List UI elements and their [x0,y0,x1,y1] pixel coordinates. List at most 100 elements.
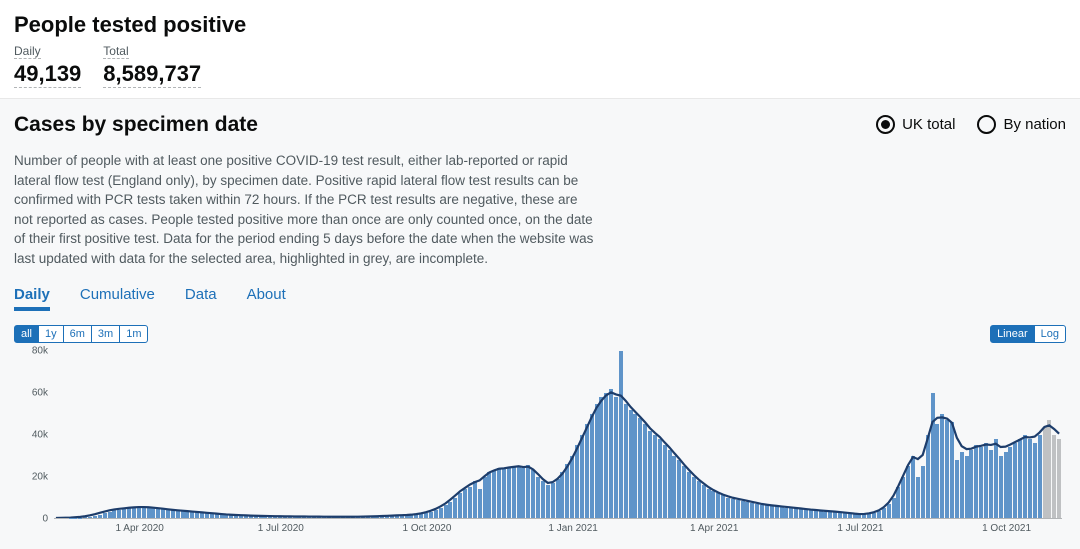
bar [614,397,618,518]
bar [483,477,487,519]
bar [590,414,594,518]
bar [492,470,496,518]
y-axis: 020k40k60k80k [14,351,52,519]
bar [205,513,209,518]
x-tick-label: 1 Jul 2021 [837,523,883,534]
bar [804,510,808,519]
chart-area[interactable]: 020k40k60k80k 1 Apr 20201 Jul 20201 Oct … [14,351,1066,541]
scale-pill-log[interactable]: Log [1034,325,1066,343]
bar [629,410,633,519]
bar [512,467,516,518]
radio-label: UK total [902,116,955,133]
bar [1057,439,1061,518]
tab-data[interactable]: Data [185,286,217,311]
bar [78,518,82,519]
bar [122,509,126,518]
chart-header: Cases by specimen date UK totalBy nation [14,113,1066,147]
radio-by-nation[interactable]: By nation [977,115,1066,134]
bar [259,516,263,518]
bar [234,515,238,518]
bar [624,404,628,519]
bar [156,508,160,518]
bar [570,456,574,519]
bar [521,468,525,518]
bar [814,510,818,518]
bar [497,468,501,518]
bar [463,489,467,518]
bar [151,508,155,518]
bar [268,516,272,518]
bar [663,445,667,518]
bar [424,513,428,518]
bar [439,508,443,518]
bar [643,424,647,518]
bar [784,508,788,519]
bar [288,517,292,519]
bar [901,477,905,519]
bar [599,397,603,518]
bar [312,517,316,518]
bar [853,514,857,518]
bar [692,477,696,519]
range-pill-1m[interactable]: 1m [119,325,148,343]
bar [473,481,477,519]
bar [789,508,793,518]
y-tick-label: 40k [32,430,48,441]
bar [575,445,579,518]
bar [931,393,935,518]
bar [604,393,608,518]
bar [760,505,764,519]
bar [429,512,433,519]
scale-pill-linear[interactable]: Linear [990,325,1035,343]
bar [487,472,491,518]
bar [565,464,569,518]
bar [117,510,121,519]
bar [711,491,715,518]
bar [161,509,165,518]
bar [361,517,365,518]
bar [332,517,336,518]
range-pill-3m[interactable]: 3m [91,325,120,343]
tab-cumulative[interactable]: Cumulative [80,286,155,311]
bar [979,447,983,518]
bar [633,414,637,518]
bar [517,466,521,518]
bar [823,512,827,519]
bar [609,389,613,518]
bar [877,511,881,518]
chart-description: Number of people with at least one posit… [14,151,594,268]
bar [132,508,136,518]
range-pill-6m[interactable]: 6m [63,325,92,343]
bar [809,510,813,518]
bar [984,443,988,518]
bar [619,351,623,518]
bar [731,499,735,519]
bar [741,501,745,519]
bar [848,514,852,519]
bar [892,498,896,519]
bar [341,517,345,518]
bar [371,517,375,519]
bar [375,517,379,519]
tab-daily[interactable]: Daily [14,286,50,311]
bar [799,509,803,518]
range-pill-1y[interactable]: 1y [38,325,64,343]
bar [346,517,350,518]
bar [98,515,102,519]
tab-about[interactable]: About [247,286,286,311]
metric-daily-label: Daily [14,44,41,59]
bar [916,477,920,519]
bar [400,516,404,519]
radio-circle-icon [977,115,996,134]
radio-uk-total[interactable]: UK total [876,115,955,134]
range-pill-all[interactable]: all [14,325,39,343]
x-tick-label: 1 Jan 2021 [548,523,598,534]
bar [1038,435,1042,519]
bar [935,424,939,518]
metric-total-label: Total [103,44,128,59]
bar [278,517,282,519]
bar [263,516,267,518]
bar [229,515,233,518]
bar [546,485,550,518]
bar [317,517,321,518]
